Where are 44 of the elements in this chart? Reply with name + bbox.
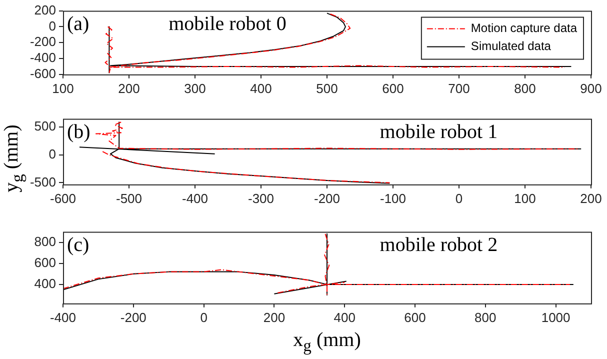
annotation: (b) — [67, 121, 90, 144]
x-tick-label: 500 — [316, 80, 338, 96]
x-tick-label: -200 — [120, 310, 146, 325]
x-tick-label: -400 — [182, 190, 208, 206]
y-tick-label: -400 — [30, 50, 56, 66]
x-tick-label: 200 — [263, 310, 286, 325]
x-tick-label: 800 — [514, 80, 536, 96]
x-tick-label: -500 — [116, 190, 142, 206]
y-tick-label: -200 — [30, 34, 56, 50]
x-tick-label: 1000 — [541, 310, 570, 325]
x-tick-label: 700 — [448, 80, 470, 96]
x-tick-label: 0 — [455, 190, 463, 206]
x-tick-label: -100 — [380, 190, 406, 206]
x-tick-label: 800 — [474, 310, 496, 325]
annotation: (c) — [67, 234, 90, 256]
x-tick-label: 100 — [52, 80, 74, 96]
y-tick-label: 0 — [48, 146, 56, 162]
x-tick-label: 300 — [184, 80, 206, 96]
annotation: mobile robot 0 — [168, 13, 286, 36]
y-tick-label: -600 — [30, 66, 56, 81]
y-tick-label: -500 — [30, 174, 56, 190]
x-tick-label: 400 — [250, 80, 272, 96]
x-tick-label: 400 — [334, 310, 356, 325]
x-tick-label: 200 — [580, 190, 602, 206]
x-tick-label: 900 — [580, 80, 602, 96]
legend-label: Motion capture data — [470, 21, 578, 36]
y-tick-label: 600 — [34, 254, 56, 270]
y-tick-label: 200 — [34, 2, 56, 18]
x-tick-label: 200 — [118, 80, 140, 96]
x-tick-label: 600 — [404, 310, 426, 325]
x-tick-label: 0 — [200, 310, 208, 325]
y-tick-label: 800 — [34, 234, 56, 249]
y-tick-label: 0 — [48, 18, 56, 34]
x-tick-label: -200 — [314, 190, 340, 206]
y-tick-label: 500 — [34, 118, 56, 134]
x-axis-title: x$_{g}$ (mm) — [292, 329, 362, 356]
x-tick-label: -300 — [248, 190, 274, 206]
annotation: (a) — [67, 13, 90, 36]
y-tick-label: 400 — [34, 276, 56, 292]
annotation: mobile robot 1 — [380, 121, 498, 144]
annotation: mobile robot 2 — [380, 234, 498, 256]
x-tick-label: 100 — [514, 190, 536, 206]
legend-label: Simulated data — [470, 39, 552, 54]
x-tick-label: 600 — [382, 80, 404, 96]
